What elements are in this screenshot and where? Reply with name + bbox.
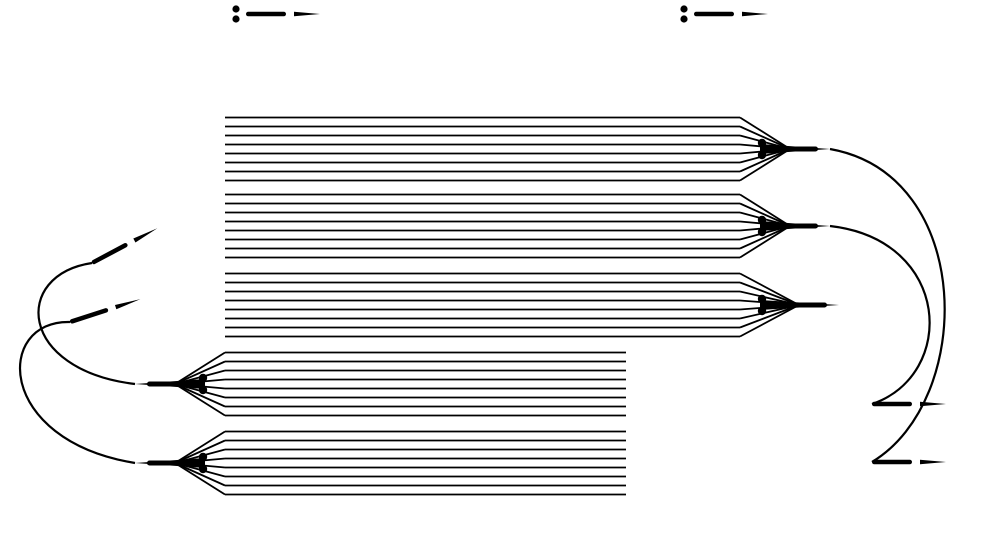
bundle-dot — [199, 453, 207, 461]
bundle-shaft — [787, 303, 827, 308]
bundle-shaft — [778, 147, 818, 152]
bundle-dot — [758, 151, 766, 159]
bundle-shaft — [147, 461, 187, 466]
diagram-canvas — [0, 0, 1000, 543]
bundle-dot — [758, 307, 766, 315]
bundle-dot — [758, 216, 766, 224]
bundle-dot — [199, 465, 207, 473]
bundle-shaft — [147, 382, 187, 387]
bundle-dot — [758, 139, 766, 147]
bundle-shaft — [778, 224, 818, 229]
bundle-dot — [758, 228, 766, 236]
bundle-dot — [199, 374, 207, 382]
bundle-dot — [758, 295, 766, 303]
bundle-dot — [199, 386, 207, 394]
